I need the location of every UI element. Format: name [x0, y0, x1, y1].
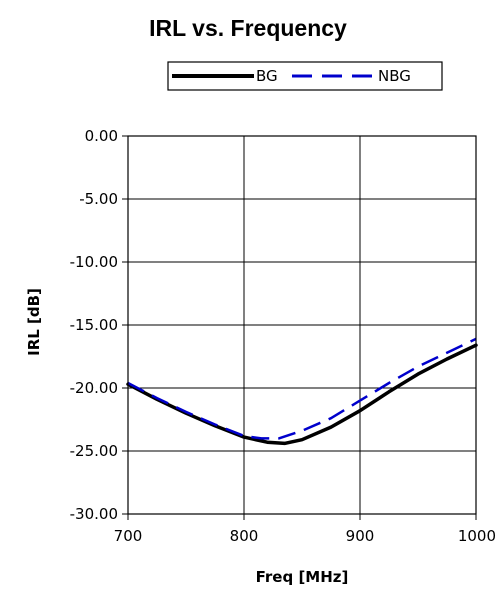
- series-line-bg: [126, 343, 478, 446]
- y-tick-labels: 0.00 -5.00 -10.00 -15.00 -20.00 -25.00 -30.00: [70, 127, 128, 523]
- y-tick-label: 0.00: [85, 127, 118, 145]
- x-tick-labels: 700 800 900 1000: [114, 514, 496, 545]
- y-tick-label: -15.00: [70, 316, 118, 334]
- x-axis-label: Freq [MHz]: [256, 568, 349, 586]
- series-lines: [126, 337, 478, 446]
- x-tick-label: 1000: [458, 527, 496, 545]
- y-tick-label: -30.00: [70, 505, 118, 523]
- legend-label-nbg: NBG: [378, 67, 411, 85]
- y-tick-label: -25.00: [70, 442, 118, 460]
- plot-frame: [127, 135, 477, 515]
- grid: [127, 135, 477, 515]
- chart-title: IRL vs. Frequency: [149, 15, 347, 41]
- y-tick-label: -5.00: [79, 190, 118, 208]
- x-tick-label: 900: [346, 527, 375, 545]
- x-tick-label: 700: [114, 527, 143, 545]
- y-tick-label: -20.00: [70, 379, 118, 397]
- x-tick-label: 800: [230, 527, 259, 545]
- series-line-nbg: [127, 337, 477, 440]
- legend: BG NBG: [167, 61, 443, 91]
- y-tick-label: -10.00: [70, 253, 118, 271]
- legend-label-bg: BG: [256, 67, 278, 85]
- y-axis-label: IRL [dB]: [25, 288, 43, 356]
